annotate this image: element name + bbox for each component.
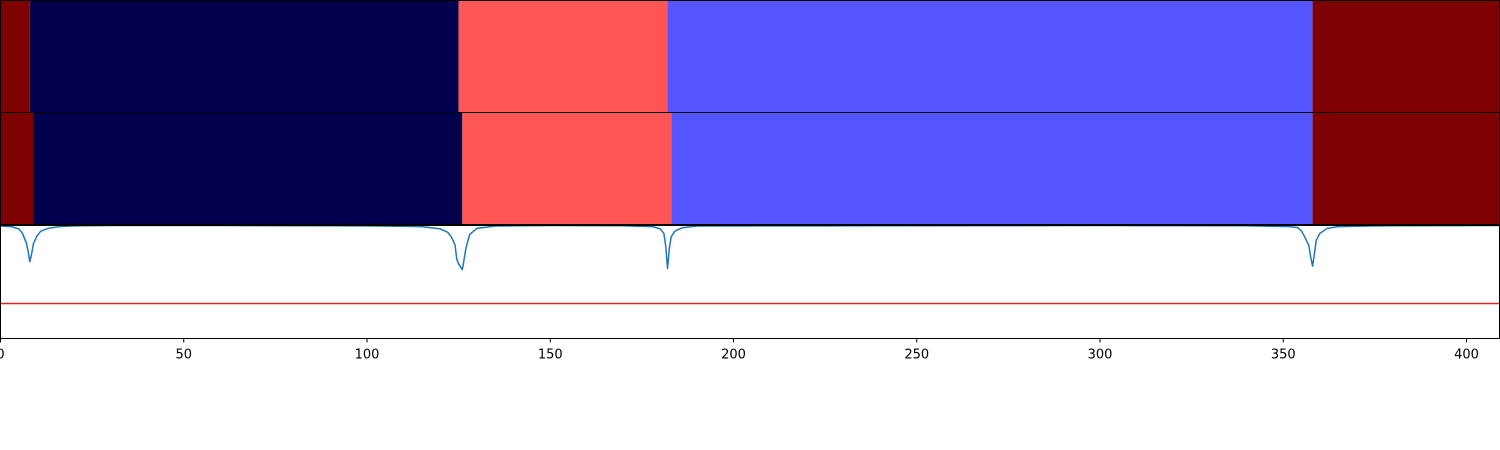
segment-row-1 <box>0 0 1500 113</box>
segment-1-5 <box>1312 0 1500 113</box>
segment-1-1 <box>0 0 30 113</box>
x-tick-label: 200 <box>721 348 746 363</box>
x-tick-label: 100 <box>355 348 380 363</box>
x-tick-label: 150 <box>538 348 563 363</box>
segment-2-4 <box>671 112 1313 225</box>
segment-1-4 <box>667 0 1313 113</box>
segment-2-5 <box>1312 112 1500 225</box>
segment-2-2 <box>33 112 463 225</box>
x-tick-label: 350 <box>1271 348 1296 363</box>
x-tick-label: 0 <box>0 348 5 363</box>
x-tick-label: 250 <box>904 348 929 363</box>
segment-2-3 <box>462 112 672 225</box>
x-tick-label: 300 <box>1088 348 1113 363</box>
segment-1-3 <box>458 0 668 113</box>
signal-panel <box>0 225 1500 339</box>
x-tick-label: 400 <box>1454 348 1479 363</box>
x-axis: 0 50 100 150 200 250 300 350 400 <box>0 338 1479 363</box>
signal-panel-background <box>0 225 1500 339</box>
x-tick-label: 50 <box>175 348 192 363</box>
segment-1-2 <box>29 0 459 113</box>
segment-2-1 <box>0 112 34 225</box>
segmentation-rows <box>0 0 1500 225</box>
signal-line <box>0 225 1500 271</box>
segment-row-2 <box>0 112 1500 225</box>
